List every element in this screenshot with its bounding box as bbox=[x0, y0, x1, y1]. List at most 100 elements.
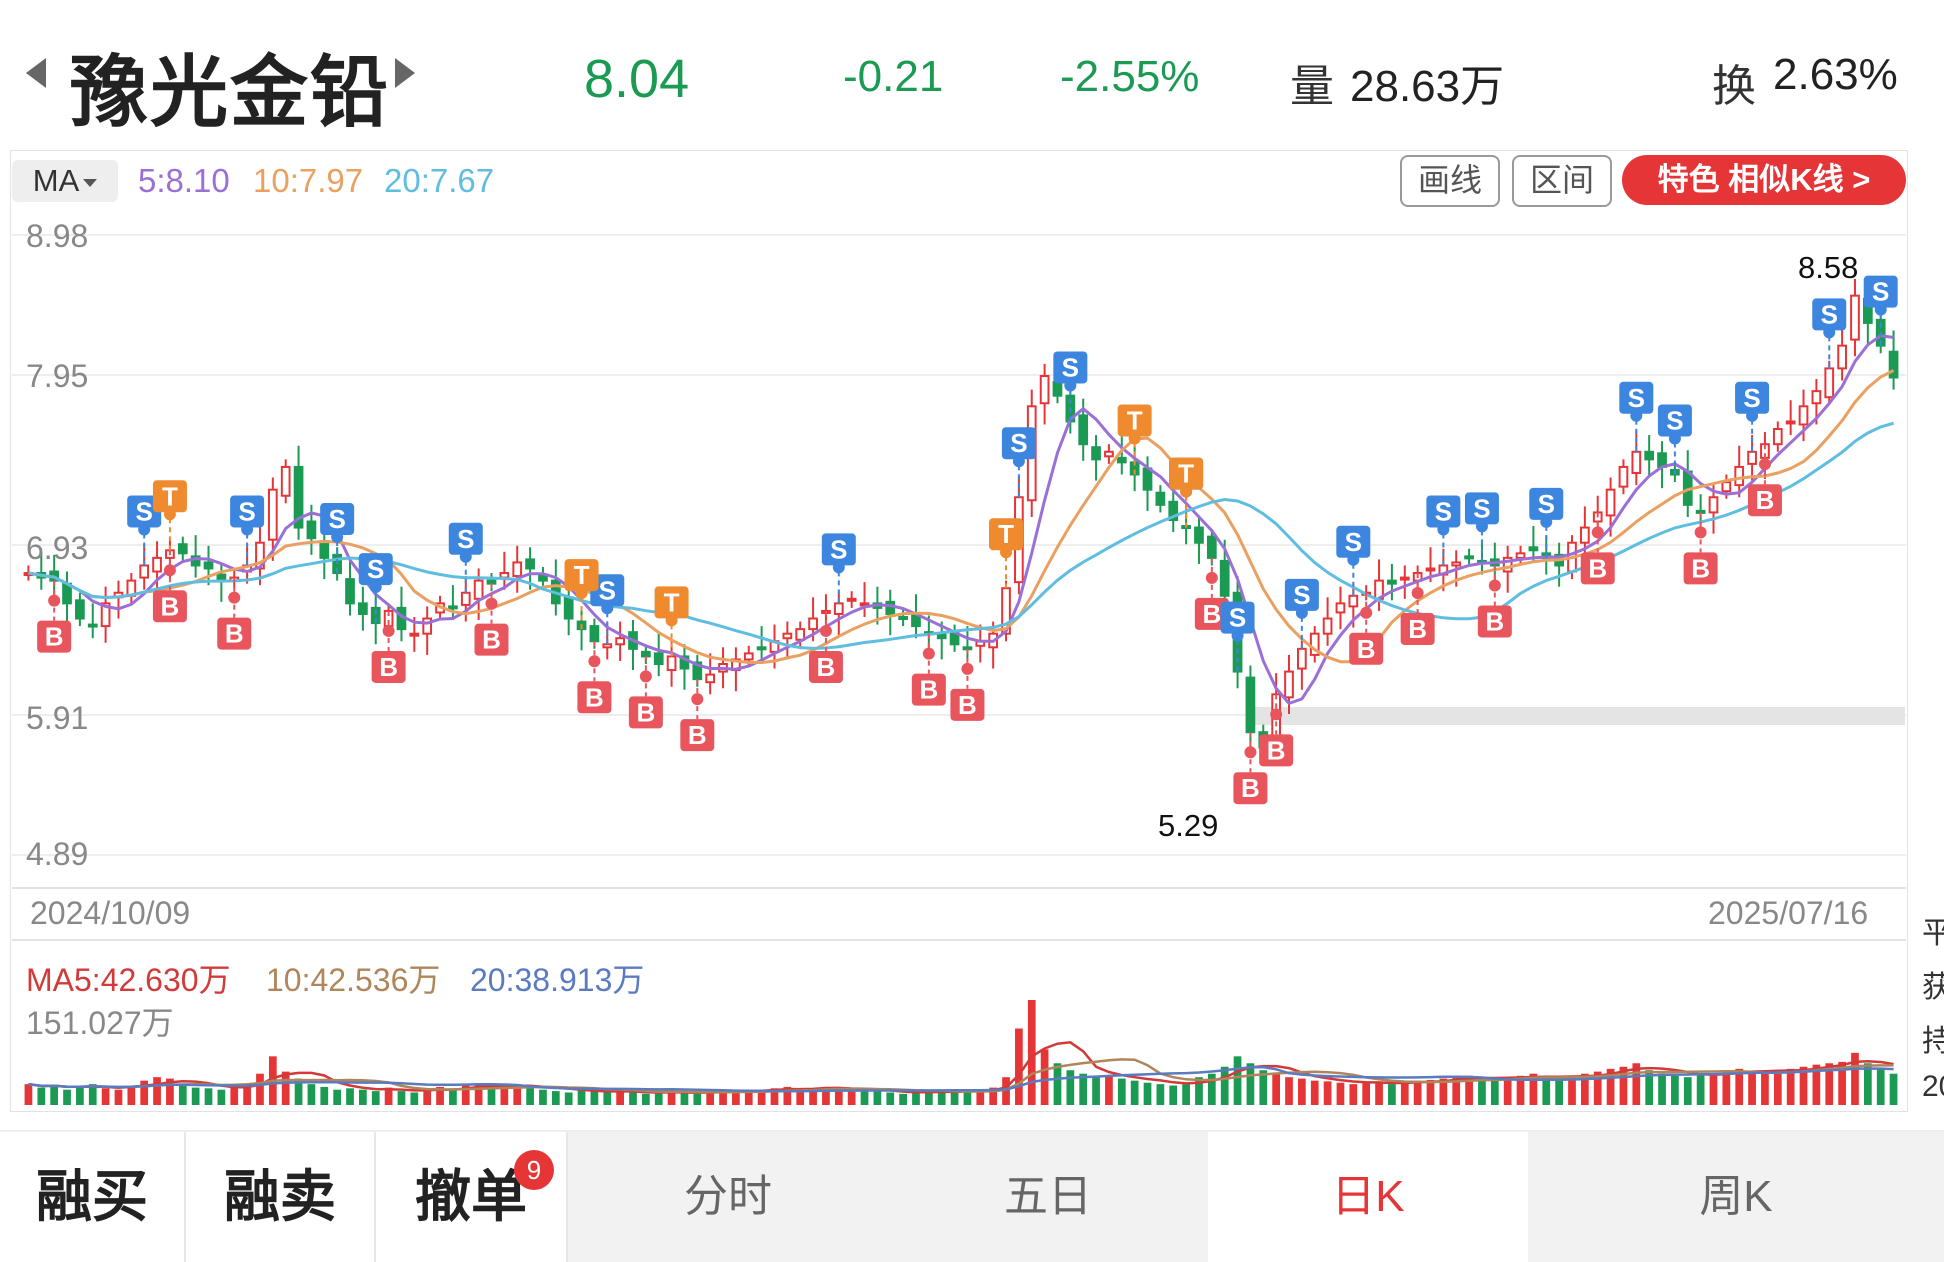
signal-marker-b bbox=[217, 617, 252, 650]
volume-bar bbox=[1105, 1075, 1113, 1105]
signal-marker-b bbox=[808, 650, 843, 683]
stock-name[interactable]: 豫光金铅 bbox=[70, 48, 391, 136]
tab-five-day[interactable]: 五日 bbox=[888, 1132, 1208, 1262]
volume-bar bbox=[886, 1092, 895, 1105]
signal-letter: B bbox=[919, 675, 938, 705]
tab-daily-k[interactable]: 日K bbox=[1208, 1132, 1528, 1262]
signal-dot bbox=[228, 591, 241, 604]
ma5-line bbox=[28, 334, 1894, 706]
prev-stock-icon[interactable] bbox=[26, 58, 46, 88]
volume-bar bbox=[37, 1087, 46, 1105]
signal-letter: B bbox=[1588, 553, 1607, 583]
candle-body bbox=[1387, 579, 1397, 585]
volume-bar bbox=[654, 1092, 663, 1105]
signal-letter: T bbox=[664, 587, 680, 617]
candle-body bbox=[1850, 294, 1860, 341]
high-price-marker: 8.58 bbox=[1798, 250, 1859, 285]
volume-bar bbox=[1362, 1082, 1371, 1105]
candle-body bbox=[1297, 647, 1307, 670]
volume-label: 量 bbox=[1290, 62, 1334, 111]
tab-intraday[interactable]: 分时 bbox=[568, 1132, 888, 1262]
signal-letter: T bbox=[1127, 406, 1143, 436]
candle-body bbox=[525, 558, 535, 570]
volume-bar bbox=[1761, 1073, 1769, 1105]
volume-bar bbox=[732, 1089, 740, 1105]
candle-body bbox=[1039, 374, 1050, 405]
signal-letter: B bbox=[817, 652, 836, 682]
candle-body bbox=[1052, 381, 1063, 397]
volume-bar bbox=[1696, 1074, 1705, 1105]
volume-bar bbox=[1015, 1028, 1023, 1105]
volume-bar bbox=[1092, 1077, 1100, 1105]
volume-bar bbox=[333, 1089, 342, 1105]
volume-bar bbox=[822, 1086, 830, 1105]
volume-bar bbox=[1066, 1070, 1075, 1105]
tab-weekly-k[interactable]: 周K bbox=[1528, 1132, 1944, 1262]
volume-bar bbox=[24, 1084, 33, 1105]
draw-line-button[interactable]: 画线 bbox=[1400, 155, 1500, 207]
candle-body bbox=[422, 617, 433, 635]
signal-letter: S bbox=[599, 575, 616, 605]
volume-bar bbox=[50, 1085, 59, 1105]
signal-marker-s bbox=[590, 574, 625, 607]
signal-marker-s bbox=[358, 553, 393, 586]
range-button[interactable]: 区间 bbox=[1512, 155, 1612, 207]
signal-marker-s bbox=[1529, 487, 1564, 520]
signal-dot bbox=[691, 693, 704, 706]
signal-marker-s bbox=[1284, 578, 1319, 611]
chevron-down-icon bbox=[83, 178, 98, 187]
signal-letter: T bbox=[162, 481, 178, 511]
signal-letter: S bbox=[1628, 383, 1645, 413]
volume-bar bbox=[1773, 1070, 1782, 1105]
side-panel-label[interactable]: 持 bbox=[1922, 1025, 1944, 1058]
cancel-order-button[interactable]: 撤单 bbox=[376, 1132, 568, 1262]
side-panel-label[interactable]: 获 bbox=[1922, 971, 1944, 1004]
side-panel-label[interactable]: 平 bbox=[1922, 917, 1944, 950]
volume-bar bbox=[500, 1087, 509, 1105]
volume-bar bbox=[1079, 1073, 1088, 1105]
signal-letter: S bbox=[1872, 277, 1889, 307]
volume-bar bbox=[1478, 1078, 1486, 1105]
margin-buy-button[interactable]: 融买 bbox=[0, 1132, 186, 1262]
signal-letter: S bbox=[1345, 527, 1362, 557]
turnover-value: 2.63% bbox=[1773, 50, 1898, 99]
signal-dot bbox=[639, 670, 652, 683]
margin-sell-button[interactable]: 融卖 bbox=[186, 1132, 376, 1262]
candle-body bbox=[499, 572, 510, 579]
volume-bar bbox=[616, 1091, 624, 1105]
volume-bar bbox=[719, 1091, 727, 1105]
volume-bar bbox=[1709, 1073, 1718, 1105]
volume-bar bbox=[1465, 1075, 1473, 1105]
volume-bar bbox=[474, 1084, 483, 1105]
candle-body bbox=[1824, 367, 1835, 399]
candle-body bbox=[679, 655, 690, 670]
volume-bar bbox=[1272, 1073, 1281, 1105]
candle-body bbox=[1631, 450, 1642, 474]
candle-body bbox=[859, 602, 870, 607]
support-zone bbox=[1255, 707, 1905, 725]
candle-body bbox=[1425, 567, 1436, 572]
signal-dot bbox=[1694, 526, 1707, 539]
next-stock-icon[interactable] bbox=[395, 58, 415, 88]
volume-bar bbox=[526, 1085, 534, 1105]
signal-marker-s bbox=[1336, 525, 1371, 558]
similar-kline-button[interactable]: 特色 相似K线 > bbox=[1622, 155, 1906, 205]
side-panel-label[interactable]: 20 bbox=[1922, 1070, 1944, 1103]
volume-bar bbox=[359, 1089, 367, 1105]
volume-bar bbox=[1722, 1070, 1731, 1105]
signal-letter: B bbox=[161, 591, 180, 621]
candle-body bbox=[1245, 676, 1256, 734]
indicator-selector[interactable]: MA bbox=[12, 160, 118, 202]
signal-letter: B bbox=[1202, 599, 1221, 629]
candle-body bbox=[1464, 555, 1474, 560]
volume-bar bbox=[706, 1092, 715, 1105]
price-axis-label: 8.98 bbox=[26, 218, 89, 254]
signal-dot bbox=[1360, 606, 1373, 619]
signal-marker-b bbox=[680, 719, 715, 752]
volume-bar bbox=[873, 1091, 882, 1105]
volume-bar bbox=[256, 1073, 264, 1105]
price-change-pct: -2.55% bbox=[1060, 52, 1200, 101]
price-axis-label: 6.93 bbox=[26, 530, 89, 566]
volume-bar bbox=[1285, 1077, 1293, 1105]
